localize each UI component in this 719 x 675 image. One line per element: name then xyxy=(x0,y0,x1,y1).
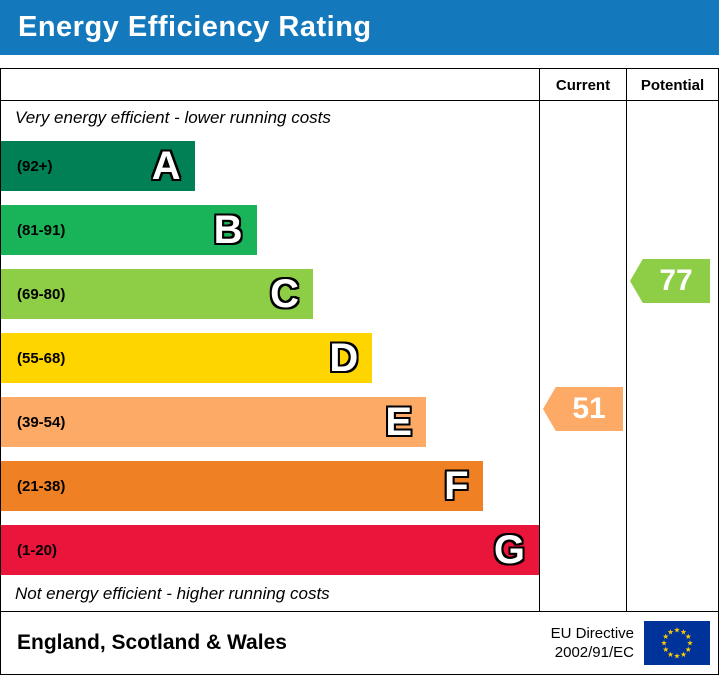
band-f-range: (21-38) xyxy=(17,477,66,495)
potential-column-divider xyxy=(626,69,627,611)
band-d-letter: D xyxy=(329,336,359,380)
svg-text:★: ★ xyxy=(687,639,694,648)
bottom-note: Not energy efficient - higher running co… xyxy=(15,584,330,603)
band-g: (1-20) G xyxy=(1,525,539,575)
current-rating-value: 51 xyxy=(572,392,606,425)
svg-text:★: ★ xyxy=(662,645,669,654)
current-rating-arrow: 51 xyxy=(543,387,623,431)
potential-column-header: Potential xyxy=(640,76,705,94)
eu-directive-line1: EU Directive xyxy=(550,624,634,642)
top-note: Very energy efficient - lower running co… xyxy=(15,108,331,127)
band-row-f: (21-38) F xyxy=(1,461,539,525)
band-g-letter: G xyxy=(493,528,525,572)
band-a: (92+) A xyxy=(1,141,195,191)
band-e-range: (39-54) xyxy=(17,413,66,431)
svg-text:★: ★ xyxy=(674,652,681,661)
svg-text:★: ★ xyxy=(680,627,687,636)
band-row-c: (69-80) C xyxy=(1,269,539,333)
svg-text:★: ★ xyxy=(685,632,692,641)
band-a-range: (92+) xyxy=(17,157,53,175)
svg-text:★: ★ xyxy=(661,639,668,648)
title-bar: Energy Efficiency Rating xyxy=(0,0,719,55)
svg-text:★: ★ xyxy=(680,650,687,659)
band-b: (81-91) B xyxy=(1,205,257,255)
band-g-range: (1-20) xyxy=(17,541,58,559)
potential-rating-arrow: 77 xyxy=(630,259,710,303)
page-title: Energy Efficiency Rating xyxy=(18,11,372,43)
band-d: (55-68) D xyxy=(1,333,373,383)
current-column-header: Current xyxy=(555,76,611,94)
band-b-range: (81-91) xyxy=(17,221,66,239)
svg-text:★: ★ xyxy=(667,650,674,659)
band-c-range: (69-80) xyxy=(17,285,66,303)
footer: England, Scotland & Wales EU Directive 2… xyxy=(0,611,719,675)
band-b-letter: B xyxy=(213,208,243,252)
svg-text:★: ★ xyxy=(667,627,674,636)
rating-chart: Current Potential Very energy efficient … xyxy=(0,68,719,612)
band-row-e: (39-54) E xyxy=(1,397,539,461)
svg-text:★: ★ xyxy=(685,645,692,654)
rating-bands: (92+) A (81-91) B (69-80) C (55-68) xyxy=(1,141,539,589)
band-d-range: (55-68) xyxy=(17,349,66,367)
band-row-g: (1-20) G xyxy=(1,525,539,589)
column-header-row: Current Potential xyxy=(1,69,718,101)
band-row-b: (81-91) B xyxy=(1,205,539,269)
svg-text:★: ★ xyxy=(662,632,669,641)
potential-rating-value: 77 xyxy=(659,264,693,297)
region-label: England, Scotland & Wales xyxy=(17,631,287,654)
band-c-letter: C xyxy=(270,272,300,316)
band-a-letter: A xyxy=(151,144,181,188)
current-column-divider xyxy=(539,69,540,611)
eu-flag-field xyxy=(644,621,710,665)
eu-flag-stars: ★ ★ ★ ★ ★ ★ ★ ★ ★ ★ ★ ★ xyxy=(661,626,694,661)
band-f: (21-38) F xyxy=(1,461,483,511)
eu-directive-label: EU Directive 2002/91/EC xyxy=(551,624,634,663)
band-f-letter: F xyxy=(444,464,469,508)
band-c: (69-80) C xyxy=(1,269,314,319)
band-row-d: (55-68) D xyxy=(1,333,539,397)
band-row-a: (92+) A xyxy=(1,141,539,205)
band-e: (39-54) E xyxy=(1,397,427,447)
eu-directive-line2: 2002/91/EC xyxy=(554,644,634,661)
svg-text:★: ★ xyxy=(674,626,681,635)
eu-flag-icon: ★ ★ ★ ★ ★ ★ ★ ★ ★ ★ ★ ★ xyxy=(644,621,710,665)
band-e-letter: E xyxy=(385,400,413,444)
